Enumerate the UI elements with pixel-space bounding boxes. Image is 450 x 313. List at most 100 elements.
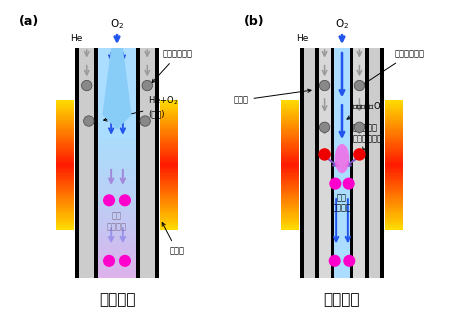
Bar: [160, 180, 177, 182]
Bar: [160, 156, 177, 158]
Bar: [385, 130, 402, 132]
Bar: [282, 191, 299, 193]
Text: 酸化
ナノ粒子: 酸化 ナノ粒子: [107, 212, 127, 231]
Bar: [385, 191, 402, 193]
Bar: [282, 120, 299, 122]
Bar: [385, 139, 402, 141]
Bar: [57, 109, 74, 111]
Bar: [98, 261, 136, 264]
Bar: [160, 163, 177, 165]
Bar: [160, 146, 177, 148]
Bar: [354, 48, 365, 278]
Bar: [136, 48, 140, 278]
Bar: [160, 100, 177, 102]
Bar: [98, 243, 136, 245]
Bar: [57, 100, 74, 102]
Bar: [160, 195, 177, 197]
Bar: [160, 132, 177, 135]
Bar: [98, 222, 136, 224]
Text: 緩漪酸化: 緩漪酸化: [99, 292, 135, 307]
Bar: [57, 169, 74, 171]
Bar: [57, 102, 74, 105]
Bar: [385, 105, 402, 107]
Bar: [57, 176, 74, 178]
Bar: [98, 240, 136, 243]
Bar: [160, 184, 177, 187]
Bar: [94, 48, 98, 278]
Bar: [160, 214, 177, 217]
Bar: [98, 249, 136, 252]
Bar: [282, 130, 299, 132]
Bar: [160, 117, 177, 120]
Bar: [385, 204, 402, 206]
Bar: [160, 173, 177, 176]
Text: 加熱された
合金ナノ粒子: 加熱された 合金ナノ粒子: [352, 124, 382, 151]
Bar: [282, 182, 299, 184]
Bar: [385, 169, 402, 171]
Bar: [57, 107, 74, 109]
Bar: [57, 163, 74, 165]
Bar: [300, 48, 305, 278]
Bar: [350, 48, 354, 278]
Bar: [282, 188, 299, 191]
Bar: [98, 264, 136, 266]
Bar: [385, 120, 402, 122]
Bar: [98, 233, 136, 236]
Bar: [57, 158, 74, 161]
Bar: [282, 148, 299, 150]
Bar: [282, 113, 299, 115]
Bar: [282, 102, 299, 105]
Bar: [57, 227, 74, 229]
Bar: [282, 167, 299, 169]
Bar: [154, 48, 159, 278]
Bar: [385, 217, 402, 219]
Bar: [160, 120, 177, 122]
Bar: [282, 124, 299, 126]
Bar: [160, 212, 177, 214]
Bar: [75, 48, 159, 278]
Text: O$_2$: O$_2$: [110, 18, 124, 31]
Bar: [98, 173, 136, 175]
Bar: [57, 204, 74, 206]
Bar: [160, 221, 177, 223]
Bar: [282, 173, 299, 176]
Bar: [98, 205, 136, 208]
Bar: [98, 219, 136, 222]
Bar: [98, 156, 136, 159]
Bar: [160, 182, 177, 184]
Bar: [300, 48, 384, 278]
Bar: [160, 191, 177, 193]
Bar: [385, 187, 402, 188]
Bar: [385, 197, 402, 199]
Bar: [385, 171, 402, 173]
Bar: [385, 173, 402, 176]
Bar: [282, 169, 299, 171]
Bar: [98, 147, 136, 149]
Bar: [57, 165, 74, 167]
Bar: [98, 257, 136, 259]
Bar: [57, 188, 74, 191]
Bar: [57, 156, 74, 158]
Bar: [160, 148, 177, 150]
Bar: [385, 156, 402, 158]
Bar: [98, 275, 136, 278]
Bar: [385, 210, 402, 212]
Bar: [160, 227, 177, 229]
Bar: [282, 206, 299, 208]
Bar: [57, 141, 74, 143]
Bar: [385, 206, 402, 208]
Text: He+O$_2$
(室温): He+O$_2$ (室温): [104, 95, 179, 121]
Bar: [57, 219, 74, 221]
Bar: [330, 48, 334, 278]
Bar: [282, 154, 299, 156]
Bar: [160, 152, 177, 154]
Bar: [282, 163, 299, 165]
Bar: [385, 141, 402, 143]
Bar: [160, 111, 177, 113]
Text: 合金ナノ粒子: 合金ナノ粒子: [152, 50, 193, 83]
Bar: [160, 208, 177, 210]
Bar: [282, 107, 299, 109]
Bar: [75, 48, 80, 278]
Bar: [57, 212, 74, 214]
Bar: [98, 210, 136, 212]
